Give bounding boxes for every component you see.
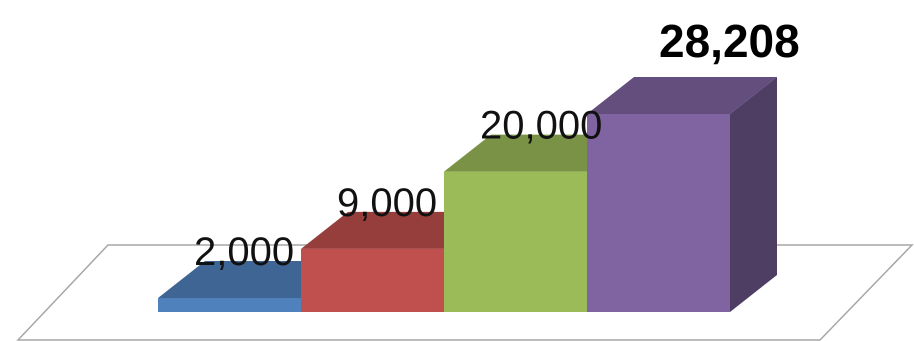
data-label-2: 9,000 (337, 181, 437, 225)
bar-3-front-face (444, 171, 587, 312)
bar-4-side-face (730, 77, 777, 312)
data-label-1: 2,000 (194, 230, 294, 274)
bar-4-front-face (587, 114, 730, 312)
bar-4-top-face (587, 77, 777, 114)
data-labels-group: 2,000 9,000 20,000 28,208 (194, 15, 800, 274)
bar-1-top-face (158, 260, 348, 298)
bar-3-top-face (444, 134, 634, 172)
data-label-4: 28,208 (659, 15, 800, 67)
bar-2-front-face (301, 248, 444, 312)
bar-4 (587, 77, 777, 312)
bar-2-top-face (301, 211, 491, 249)
data-label-3: 20,000 (480, 104, 602, 148)
bars-group (158, 77, 777, 312)
bar-1-front-face (158, 297, 301, 312)
